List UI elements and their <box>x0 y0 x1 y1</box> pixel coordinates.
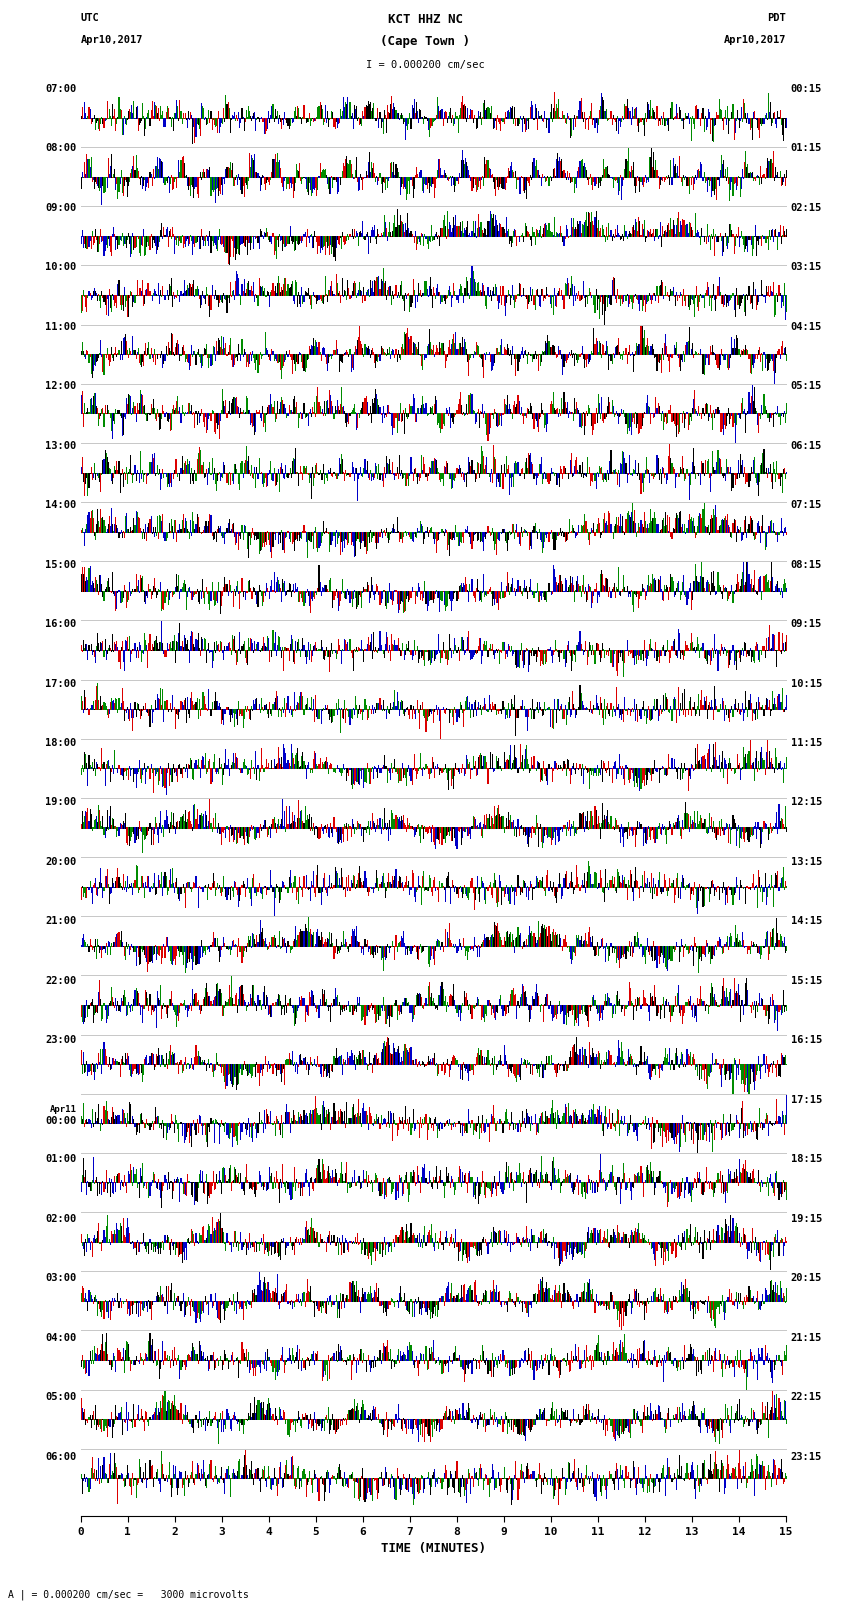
Text: 00:00: 00:00 <box>45 1116 76 1126</box>
Text: Apr10,2017: Apr10,2017 <box>81 35 144 45</box>
Text: A | = 0.000200 cm/sec =   3000 microvolts: A | = 0.000200 cm/sec = 3000 microvolts <box>8 1589 249 1600</box>
Text: 11:00: 11:00 <box>45 321 76 332</box>
Text: 13:00: 13:00 <box>45 440 76 450</box>
Text: UTC: UTC <box>81 13 99 23</box>
Text: 18:15: 18:15 <box>790 1155 822 1165</box>
Text: 16:00: 16:00 <box>45 619 76 629</box>
Text: 23:00: 23:00 <box>45 1036 76 1045</box>
Text: 08:15: 08:15 <box>790 560 822 569</box>
Text: 22:00: 22:00 <box>45 976 76 986</box>
Text: 21:00: 21:00 <box>45 916 76 926</box>
Text: I = 0.000200 cm/sec: I = 0.000200 cm/sec <box>366 60 484 69</box>
Text: 16:15: 16:15 <box>790 1036 822 1045</box>
Text: 01:00: 01:00 <box>45 1155 76 1165</box>
Text: 07:00: 07:00 <box>45 84 76 94</box>
Text: 14:00: 14:00 <box>45 500 76 510</box>
Text: 10:15: 10:15 <box>790 679 822 689</box>
Text: 18:00: 18:00 <box>45 739 76 748</box>
Text: 19:00: 19:00 <box>45 797 76 808</box>
Text: 17:15: 17:15 <box>790 1095 822 1105</box>
Text: 20:15: 20:15 <box>790 1273 822 1284</box>
Text: 02:15: 02:15 <box>790 203 822 213</box>
Text: 01:15: 01:15 <box>790 144 822 153</box>
Text: 05:00: 05:00 <box>45 1392 76 1402</box>
Text: 12:00: 12:00 <box>45 381 76 390</box>
Text: 11:15: 11:15 <box>790 739 822 748</box>
Text: 20:00: 20:00 <box>45 857 76 866</box>
Text: PDT: PDT <box>768 13 786 23</box>
Text: 09:00: 09:00 <box>45 203 76 213</box>
Text: 13:15: 13:15 <box>790 857 822 866</box>
Text: 08:00: 08:00 <box>45 144 76 153</box>
Text: 22:15: 22:15 <box>790 1392 822 1402</box>
Text: Apr10,2017: Apr10,2017 <box>723 35 786 45</box>
Text: 14:15: 14:15 <box>790 916 822 926</box>
Text: 12:15: 12:15 <box>790 797 822 808</box>
Text: 03:00: 03:00 <box>45 1273 76 1284</box>
Text: KCT HHZ NC: KCT HHZ NC <box>388 13 462 26</box>
Text: 09:15: 09:15 <box>790 619 822 629</box>
X-axis label: TIME (MINUTES): TIME (MINUTES) <box>381 1542 486 1555</box>
Text: 07:15: 07:15 <box>790 500 822 510</box>
Text: 05:15: 05:15 <box>790 381 822 390</box>
Text: 04:15: 04:15 <box>790 321 822 332</box>
Text: 17:00: 17:00 <box>45 679 76 689</box>
Text: (Cape Town ): (Cape Town ) <box>380 35 470 48</box>
Text: 04:00: 04:00 <box>45 1332 76 1342</box>
Text: 15:00: 15:00 <box>45 560 76 569</box>
Text: Apr11: Apr11 <box>49 1105 76 1113</box>
Text: 02:00: 02:00 <box>45 1215 76 1224</box>
Text: 00:15: 00:15 <box>790 84 822 94</box>
Text: 06:15: 06:15 <box>790 440 822 450</box>
Text: 21:15: 21:15 <box>790 1332 822 1342</box>
Text: 15:15: 15:15 <box>790 976 822 986</box>
Text: 10:00: 10:00 <box>45 263 76 273</box>
Text: 06:00: 06:00 <box>45 1452 76 1461</box>
Text: 19:15: 19:15 <box>790 1215 822 1224</box>
Text: 23:15: 23:15 <box>790 1452 822 1461</box>
Text: 03:15: 03:15 <box>790 263 822 273</box>
